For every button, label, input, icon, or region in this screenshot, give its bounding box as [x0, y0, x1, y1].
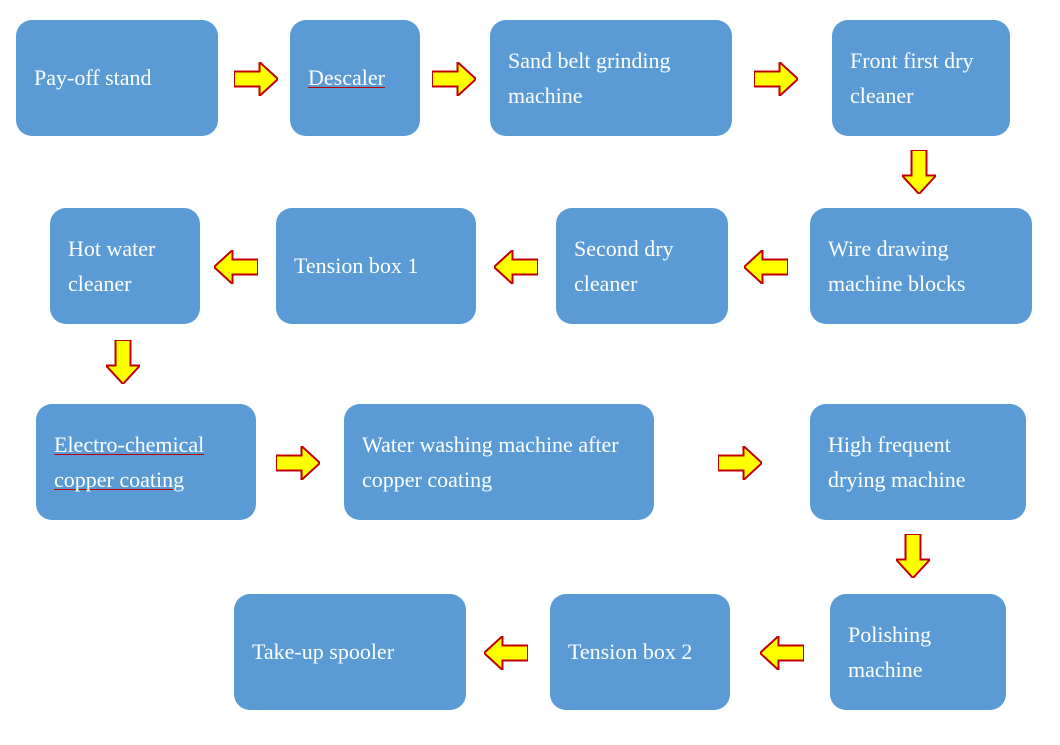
flow-node-n14: Take-up spooler — [234, 594, 466, 710]
flowchart-canvas: Pay-off stand Descaler Sand belt grinding … — [0, 0, 1060, 745]
flow-node-n7: Tension box 1 — [276, 208, 476, 324]
flow-arrow-right-icon — [718, 446, 762, 480]
flow-node-label: Sand belt grinding machine — [508, 43, 714, 113]
flow-arrow-left-icon — [484, 636, 528, 670]
flow-arrow-right-icon — [276, 446, 320, 480]
flow-arrow-down-icon — [902, 150, 936, 194]
flow-arrow-right-icon — [432, 62, 476, 96]
flow-arrow-left-icon — [494, 250, 538, 284]
flow-node-label: Tension box 1 — [294, 248, 458, 283]
flow-node-label: Water washing machine after copper coati… — [362, 427, 636, 497]
flow-arrow-left-icon — [744, 250, 788, 284]
flow-node-label: Hot water cleaner — [68, 231, 182, 301]
flow-node-n6: Second dry cleaner — [556, 208, 728, 324]
flow-node-label: Polishing machine — [848, 617, 988, 687]
flow-node-n1: Pay-off stand — [16, 20, 218, 136]
flow-node-n13: Tension box 2 — [550, 594, 730, 710]
flow-node-n5: Wire drawing machine blocks — [810, 208, 1032, 324]
flow-node-label: Take-up spooler — [252, 634, 448, 669]
flow-node-n9: Electro-chemical copper coating — [36, 404, 256, 520]
flow-arrow-right-icon — [234, 62, 278, 96]
flow-node-label: Second dry cleaner — [574, 231, 710, 301]
flow-node-n3: Sand belt grinding machine — [490, 20, 732, 136]
flow-node-label: Wire drawing machine blocks — [828, 231, 1014, 301]
flow-node-n4: Front first dry cleaner — [832, 20, 1010, 136]
flow-node-label: Front first dry cleaner — [850, 43, 992, 113]
flow-node-n10: Water washing machine after copper coati… — [344, 404, 654, 520]
flow-node-n12: Polishing machine — [830, 594, 1006, 710]
flow-node-label: Tension box 2 — [568, 634, 712, 669]
flow-node-label: Descaler — [308, 60, 402, 95]
flow-node-label: High frequent drying machine — [828, 427, 1008, 497]
flow-arrow-right-icon — [754, 62, 798, 96]
flow-node-n11: High frequent drying machine — [810, 404, 1026, 520]
flow-node-label: Electro-chemical copper coating — [54, 427, 238, 497]
flow-arrow-down-icon — [896, 534, 930, 578]
flow-arrow-left-icon — [214, 250, 258, 284]
flow-arrow-down-icon — [106, 340, 140, 384]
flow-node-n2: Descaler — [290, 20, 420, 136]
flow-node-label: Pay-off stand — [34, 60, 200, 95]
flow-arrow-left-icon — [760, 636, 804, 670]
flow-node-n8: Hot water cleaner — [50, 208, 200, 324]
